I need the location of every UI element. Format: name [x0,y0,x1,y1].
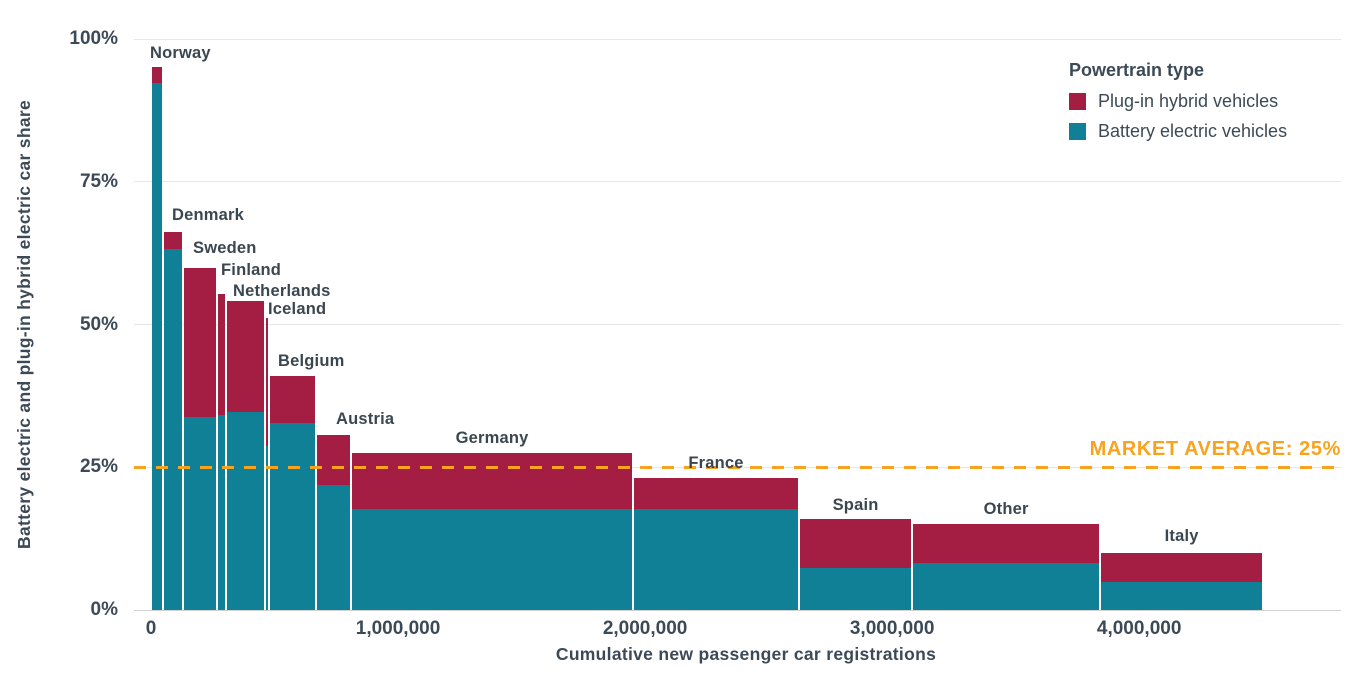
bev-segment [152,82,163,610]
phev-segment [317,435,351,485]
bev-color-swatch-icon [1069,123,1086,140]
bev-segment [913,563,1100,610]
country-label-other: Other [983,500,1029,518]
phev-segment [270,375,316,424]
bev-segment [164,249,183,610]
country-label-norway: Norway [150,44,211,62]
bar-netherlands [227,301,265,610]
country-label-spain: Spain [832,496,879,514]
bar-austria [317,435,351,610]
bev-segment [270,423,316,610]
x-tick-label-0: 0 [145,618,157,639]
phev-segment [164,232,183,250]
country-label-iceland: Iceland [268,300,327,318]
bar-other [913,524,1100,610]
y-axis-title: Battery electric and plug-in hybrid elec… [14,100,34,549]
bev-segment [317,484,351,610]
country-label-austria: Austria [336,410,395,428]
phev-segment [152,66,163,83]
country-label-netherlands: Netherlands [233,282,331,300]
phev-segment [799,519,912,569]
phev-segment [227,301,265,412]
bev-segment [217,414,226,610]
phev-segment [913,524,1100,564]
legend-title: Powertrain type [1069,60,1205,80]
x-tick-label-1000000: 1,000,000 [355,618,441,639]
phev-segment [633,478,798,509]
country-label-denmark: Denmark [172,206,245,224]
bar-italy [1101,552,1263,610]
bar-iceland [266,318,269,610]
bar-spain [799,519,912,610]
phev-segment [217,294,226,415]
bev-segment [352,508,632,610]
plot-area: MARKET AVERAGE: 25% 100% 75% 50% 25% 0% 0 1,00… [69,28,1341,639]
y-tick-label-0: 0% [90,599,118,620]
x-axis-title: Cumulative new passenger car registratio… [555,644,937,664]
bar-norway [152,66,163,610]
x-tick-label-3000000: 3,000,000 [849,618,935,639]
phev-segment [1101,552,1263,583]
legend-item-bev: Battery electric vehicles [1069,121,1287,142]
gridline-50 [134,324,1341,325]
country-label-sweden: Sweden [193,239,257,257]
country-label-finland: Finland [221,261,282,279]
gridline-100 [134,38,1341,40]
y-tick-label-100: 100% [69,28,118,49]
legend-item-phev: Plug-in hybrid vehicles [1069,91,1287,112]
gridline-75 [134,181,1341,183]
bev-segment [184,417,216,610]
bev-segment [266,446,269,610]
bar-germany [352,452,632,610]
bar-denmark [164,232,183,610]
phev-segment [266,318,269,447]
market-average-label: MARKET AVERAGE: 25% [1089,438,1341,460]
country-label-germany: Germany [455,429,529,447]
gridline-0 [134,609,1341,611]
x-tick-label-2000000: 2,000,000 [602,618,688,639]
phev-segment [352,452,632,509]
phev-segment [184,268,216,418]
legend-item-label: Plug-in hybrid vehicles [1098,91,1279,111]
y-tick-label-75: 75% [79,170,118,192]
bev-segment [633,508,798,610]
legend: Powertrain type Plug-in hybrid vehicles … [1069,60,1287,151]
bev-segment [799,568,912,610]
phev-color-swatch-icon [1069,93,1086,110]
bar-belgium [270,375,316,610]
country-label-belgium: Belgium [278,352,345,370]
y-tick-label-25: 25% [79,456,118,478]
bev-segment [1101,582,1263,610]
y-tick-label-50: 50% [79,313,118,335]
bar-france [633,478,798,610]
x-tick-label-4000000: 4,000,000 [1096,618,1182,639]
bar-finland [217,294,226,610]
country-label-france: France [688,454,744,472]
bar-sweden [184,268,216,610]
legend-item-label: Battery electric vehicles [1098,121,1288,141]
market-average-line [134,466,1341,470]
bev-segment [227,411,265,610]
country-label-italy: Italy [1164,527,1199,545]
